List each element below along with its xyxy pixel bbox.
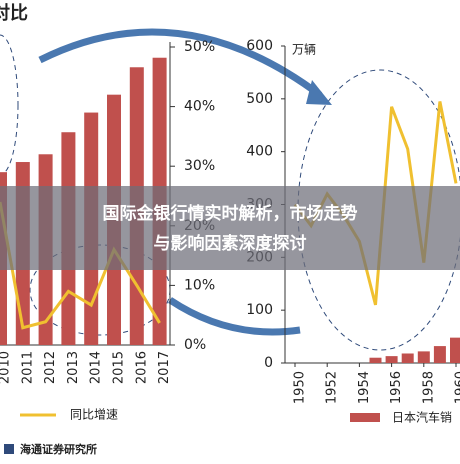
x-tick-label: 2015: [112, 351, 127, 384]
y-tick-label: 50%: [184, 39, 215, 55]
bar: [418, 351, 430, 363]
x-tick-label: 1958: [421, 371, 436, 404]
y-tick-label: 40%: [184, 99, 215, 115]
x-tick-label: 2017: [157, 351, 172, 384]
y-tick-label: 400: [246, 144, 273, 160]
bar: [370, 358, 382, 363]
headline: 国际金银行情实时解析，市场走势: [103, 203, 358, 224]
source: 海通证券研究所: [20, 442, 97, 456]
y-tick-label: 0%: [184, 337, 206, 353]
y-tick-label: 0: [264, 355, 273, 371]
y-tick-label: 10%: [184, 277, 215, 293]
x-tick-label: 1956: [389, 371, 404, 404]
arrow: [170, 300, 300, 332]
x-tick-label: 1960: [454, 371, 460, 404]
arrow: [40, 32, 320, 95]
x-tick-label: 2013: [66, 351, 81, 384]
y-tick-label: 500: [246, 91, 273, 107]
bar: [434, 346, 446, 363]
x-tick-label: 1950: [293, 371, 308, 404]
x-tick-label: 2016: [134, 351, 149, 384]
x-tick-label: 2014: [89, 351, 104, 384]
x-tick-label: 1954: [357, 371, 372, 404]
bar: [450, 338, 460, 363]
legend-swatch: [350, 413, 380, 422]
logo: [4, 444, 14, 454]
y-tick-label: 600: [246, 38, 273, 54]
headline: 与影响因素深度探讨: [154, 233, 307, 254]
legend-label: 日本汽车销: [392, 410, 452, 425]
ellipse: [0, 35, 18, 175]
legend-label: 同比增速: [70, 408, 118, 422]
bar: [386, 356, 398, 363]
overlay: [0, 186, 460, 270]
x-tick-label: 2012: [43, 351, 58, 384]
bar: [402, 353, 414, 363]
chart-title: 对比: [0, 2, 28, 24]
y-tick-label: 100: [246, 302, 273, 318]
x-tick-label: 2011: [20, 351, 35, 384]
x-tick-label: 2010: [0, 351, 13, 384]
x-tick-label: 1952: [325, 371, 340, 404]
y-tick-label: 30%: [184, 158, 215, 174]
unit-label: 万辆: [292, 43, 316, 57]
